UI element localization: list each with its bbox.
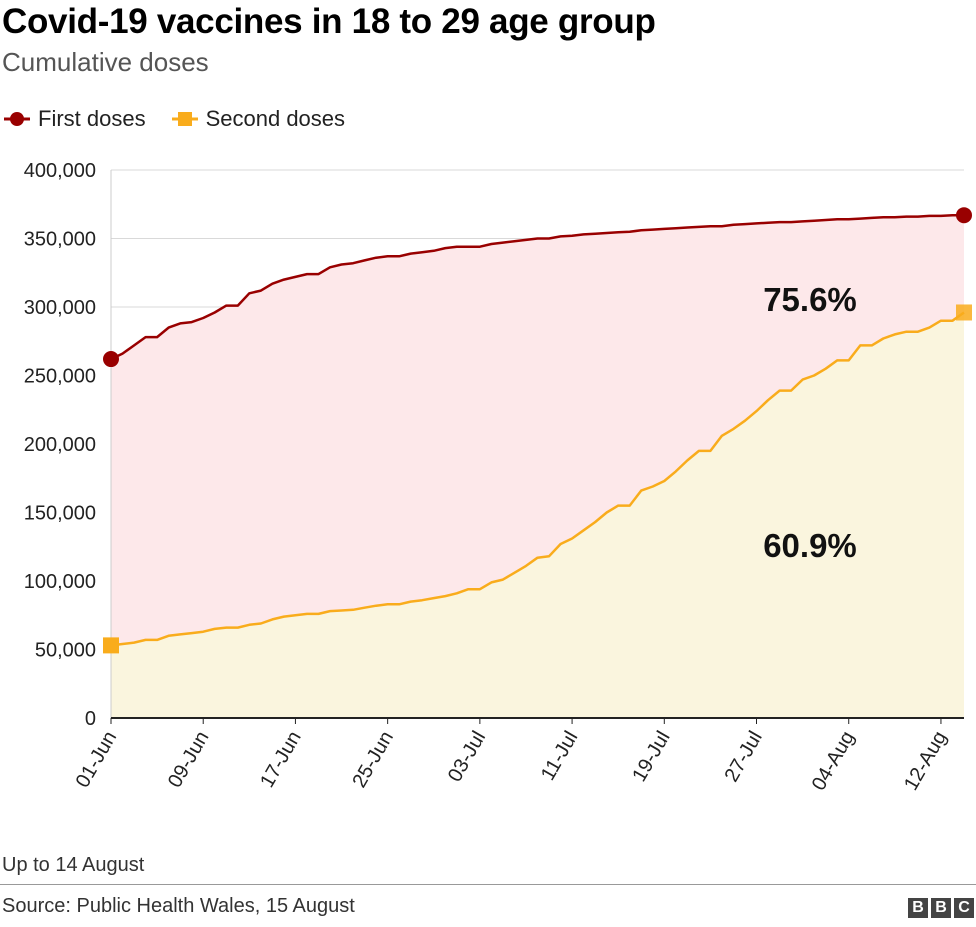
bbc-logo: B B C: [905, 898, 974, 918]
first-doses-end-marker: [956, 207, 972, 224]
y-axis-labels: 0 50,000 100,000 150,000 200,000 250,000 300,0…: [24, 160, 96, 730]
x-axis-labels: 01-Jun 09-Jun 17-Jun 25-Jun 03-Jul 11-Jul 19-J…: [72, 728, 952, 795]
area-chart: 0 50,000 100,000 150,000 200,000 250,000 300,0…: [24, 160, 972, 795]
y-tick-label: 250,000: [24, 366, 96, 388]
second-doses-area: [111, 312, 964, 718]
first-doses-start-marker: [103, 351, 119, 368]
axes: [110, 170, 964, 724]
y-tick-label: 400,000: [24, 160, 96, 182]
annotations: 75.6% 60.9%: [763, 281, 857, 564]
legend-item-first-doses: First doses: [2, 106, 146, 132]
legend-first-doses-label: First doses: [38, 106, 146, 131]
bbc-logo-letter: B: [908, 898, 928, 918]
y-tick-label: 150,000: [24, 503, 96, 525]
x-tick-label: 03-Jul: [444, 728, 490, 786]
y-tick-label: 200,000: [24, 434, 96, 456]
x-tick-label: 01-Jun: [72, 728, 122, 792]
chart-title: Covid-19 vaccines in 18 to 29 age group: [2, 2, 656, 41]
second-doses-line: [110, 311, 965, 647]
first-doses-line: [110, 213, 964, 361]
y-tick-label: 50,000: [35, 640, 96, 662]
second-doses-end-marker: [956, 304, 972, 321]
legend-second-doses-label: Second doses: [205, 106, 346, 131]
area-fills: [111, 215, 964, 718]
chart-legend: First doses Second doses: [2, 104, 369, 134]
first-doses-area: [111, 215, 964, 646]
first-doses-percent-label: 75.6%: [763, 281, 857, 318]
series-markers: [103, 207, 972, 654]
x-tick-label: 17-Jun: [256, 728, 306, 792]
chart-subtitle: Cumulative doses: [2, 47, 209, 77]
legend-second-doses-marker-icon: [171, 112, 198, 126]
x-tick-label: 04-Aug: [808, 728, 859, 795]
legend-first-doses-marker-icon: [4, 112, 30, 126]
x-tick-label: 19-Jul: [628, 728, 674, 786]
series-lines: [110, 213, 965, 647]
x-tick-label: 09-Jun: [164, 728, 214, 792]
second-doses-percent-label: 60.9%: [763, 527, 857, 564]
bbc-logo-letter: B: [931, 898, 951, 918]
x-tick-label: 11-Jul: [537, 728, 583, 785]
footnote: Up to 14 August: [2, 854, 145, 876]
footer-divider: [0, 884, 976, 885]
x-tick-label: 25-Jun: [348, 728, 398, 792]
y-tick-label: 350,000: [24, 229, 96, 251]
source-note: Source: Public Health Wales, 15 August: [2, 895, 355, 917]
y-tick-label: 100,000: [24, 571, 96, 593]
legend-item-second-doses: Second doses: [170, 106, 345, 132]
x-tick-label: 12-Aug: [900, 728, 951, 795]
x-tick-label: 27-Jul: [721, 728, 767, 786]
second-doses-start-marker: [103, 637, 119, 654]
bbc-logo-letter: C: [954, 898, 974, 918]
y-tick-label: 300,000: [24, 297, 96, 319]
y-tick-label: 0: [85, 708, 96, 730]
